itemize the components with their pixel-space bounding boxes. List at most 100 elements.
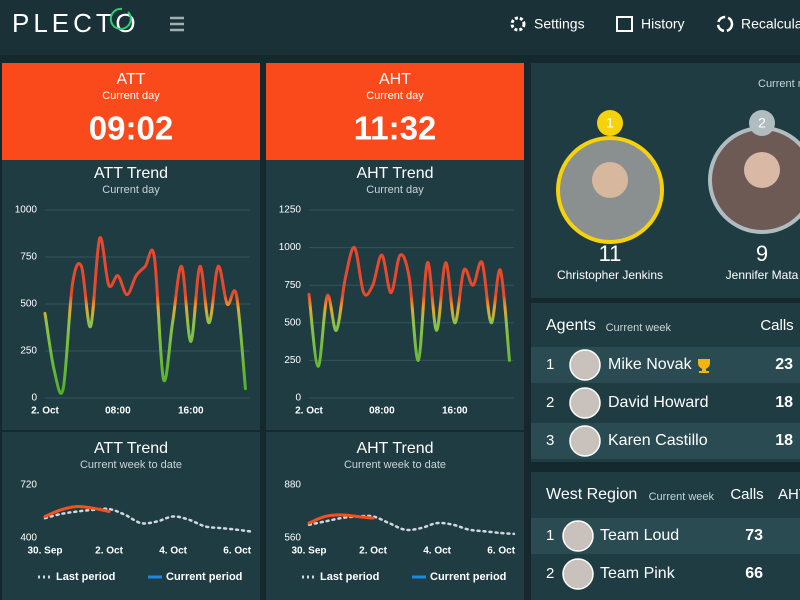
row-avatar <box>562 520 594 552</box>
leaderboard-subtitle: Current month <box>758 78 800 90</box>
x-tick-label: 30. Sep <box>291 546 326 557</box>
x-tick-label: 16:00 <box>178 406 204 417</box>
row-calls: 66 <box>745 565 763 582</box>
x-tick-label: 4. Oct <box>159 546 187 557</box>
chart-subtitle: Current week to date <box>80 459 182 471</box>
table-title: Agents <box>546 317 596 334</box>
x-tick-label: 30. Sep <box>27 546 62 557</box>
row-name: Mike Novak <box>608 356 693 373</box>
row-rank: 2 <box>546 565 554 582</box>
y-tick-label: 750 <box>284 280 301 291</box>
data-line <box>43 504 111 518</box>
y-tick-label: 250 <box>20 346 37 357</box>
row-calls: 23 <box>775 356 793 373</box>
score: 9 <box>756 241 768 266</box>
legend-label: Current period <box>430 571 506 583</box>
row-calls: 73 <box>745 527 763 544</box>
x-tick-label: 16:00 <box>442 406 468 417</box>
row-rank: 1 <box>546 527 554 544</box>
legend-label: Last period <box>56 571 115 583</box>
y-tick-label: 250 <box>284 355 301 366</box>
data-line <box>43 507 252 533</box>
x-tick-label: 2. Oct <box>359 546 387 557</box>
kpi-header <box>2 63 260 160</box>
x-tick-label: 2. Oct <box>31 406 59 417</box>
data-line <box>307 513 375 525</box>
y-tick-label: 0 <box>31 393 37 404</box>
x-tick-label: 08:00 <box>105 406 131 417</box>
y-tick-label: 880 <box>284 480 301 491</box>
chart-title: AHT Trend <box>356 440 433 457</box>
row-avatar <box>569 387 601 419</box>
kpi-value: 11:32 <box>354 110 437 147</box>
y-tick-label: 1000 <box>279 242 302 253</box>
logo-accent <box>109 7 132 30</box>
x-tick-label: 4. Oct <box>423 546 451 557</box>
kpi-title: ATT <box>116 71 145 88</box>
y-tick-label: 1000 <box>15 205 38 216</box>
recalculate-icon[interactable] <box>716 15 734 33</box>
column-header: Calls <box>730 486 763 503</box>
leader-name: Jennifer Mata <box>726 268 799 282</box>
chart-title: AHT Trend <box>356 165 433 182</box>
nav-history[interactable]: History <box>641 16 685 32</box>
top-bar <box>0 0 800 55</box>
rank-badge <box>749 110 775 136</box>
kpi-subtitle: Current day <box>366 90 424 102</box>
x-tick-label: 6. Oct <box>223 546 251 557</box>
row-rank: 2 <box>546 394 554 411</box>
row-name: Karen Castillo <box>608 432 708 449</box>
row-avatar <box>569 425 601 457</box>
kpi-subtitle: Current day <box>102 90 160 102</box>
row-rank: 3 <box>546 432 554 449</box>
row-name: David Howard <box>608 394 708 411</box>
data-line <box>43 236 247 395</box>
rank: 1 <box>606 115 614 131</box>
y-tick-label: 560 <box>284 533 301 544</box>
table-subtitle: Current week <box>649 491 715 503</box>
table-title: West Region <box>546 486 637 503</box>
y-tick-label: 720 <box>20 480 37 491</box>
legend-label: Current period <box>166 571 242 583</box>
row-avatar <box>562 558 594 590</box>
avatar-head <box>744 152 780 188</box>
chart-title: ATT Trend <box>94 440 168 457</box>
nav-settings[interactable]: Settings <box>534 16 585 32</box>
chart-title: ATT Trend <box>94 165 168 182</box>
trophy-icon <box>698 359 710 373</box>
kpi-header <box>266 63 524 160</box>
y-tick-label: 400 <box>20 533 37 544</box>
data-line <box>307 246 511 368</box>
row-rank: 1 <box>546 356 554 373</box>
data-line <box>307 514 516 536</box>
rank: 2 <box>758 115 766 131</box>
y-tick-label: 1250 <box>279 205 302 216</box>
row-calls: 18 <box>775 394 793 411</box>
kpi-title: AHT <box>379 71 411 88</box>
column-header: AHT <box>778 486 800 503</box>
logo: PLECTO <box>12 8 140 38</box>
y-tick-label: 500 <box>284 317 301 328</box>
score: 11 <box>599 241 622 266</box>
chart-subtitle: Current week to date <box>344 459 446 471</box>
row-avatar <box>569 349 601 381</box>
table-subtitle: Current week <box>606 322 672 334</box>
settings-icon[interactable] <box>510 16 526 32</box>
x-tick-label: 2. Oct <box>295 406 323 417</box>
x-tick-label: 6. Oct <box>487 546 515 557</box>
avatar-head <box>592 162 628 198</box>
history-icon[interactable] <box>616 16 633 32</box>
y-tick-label: 750 <box>20 252 37 263</box>
column-header: Calls <box>760 317 793 334</box>
legend-label: Last period <box>320 571 379 583</box>
row-name: Team Pink <box>600 565 676 582</box>
leader-name: Christopher Jenkins <box>557 268 663 282</box>
row-calls: 18 <box>775 432 793 449</box>
x-tick-label: 08:00 <box>369 406 395 417</box>
menu-icon[interactable] <box>170 16 184 32</box>
y-tick-label: 0 <box>295 393 301 404</box>
chart-subtitle: Current day <box>366 184 424 196</box>
nav-recalculate[interactable]: Recalculate <box>741 16 800 32</box>
